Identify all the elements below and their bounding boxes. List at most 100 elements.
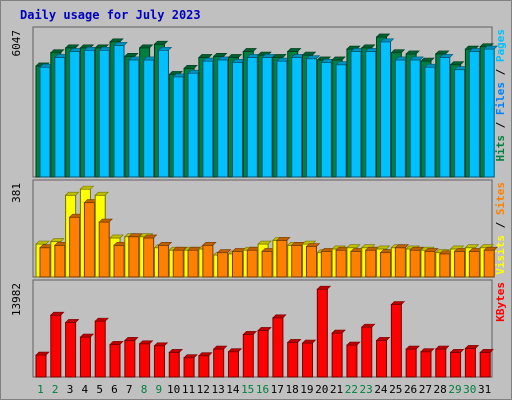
bar-top-visits-day-16 [257, 240, 272, 245]
bar-files-day-28 [439, 56, 451, 178]
bar-top-hits-day-3 [64, 44, 80, 49]
day-label-14: 14 [226, 383, 240, 396]
bar-top-kbytes-day-30 [464, 345, 480, 349]
bar-top-kbytes-day-18 [286, 339, 302, 343]
bar-sites-day-27 [424, 250, 436, 278]
day-label-28: 28 [434, 383, 447, 396]
bar-top-sites-day-25 [394, 244, 410, 249]
bar-kbytes-day-27 [420, 351, 432, 378]
bar-top-visits-day-3 [64, 191, 80, 196]
bar-top-sites-day-17 [276, 237, 291, 241]
max-label-hits-files-pages: 6047 [10, 30, 23, 57]
bar-sites-day-22 [350, 250, 362, 278]
day-label-4: 4 [82, 383, 89, 396]
bar-sites-day-8 [143, 237, 155, 278]
bar-top-kbytes-day-10 [168, 349, 183, 353]
bar-top-hits-day-28 [435, 50, 450, 55]
bar-top-sites-day-31 [483, 246, 498, 251]
legend-visits: Visits [494, 235, 507, 275]
day-label-22: 22 [345, 383, 358, 396]
bar-top-kbytes-day-14 [227, 348, 243, 353]
bar-top-sites-day-12 [202, 241, 217, 246]
bar-top-files-day-26 [409, 56, 424, 61]
bar-top-files-day-24 [379, 38, 395, 43]
bar-top-hits-day-6 [109, 38, 124, 43]
bar-top-kbytes-day-8 [138, 340, 154, 345]
bar-top-kbytes-day-23 [361, 323, 376, 328]
bar-files-day-31 [483, 48, 495, 178]
bar-top-kbytes-day-11 [183, 354, 198, 359]
bar-top-hits-day-14 [227, 54, 243, 58]
legend-sites: Sites [494, 182, 507, 215]
day-label-21: 21 [330, 383, 343, 396]
day-label-11: 11 [182, 383, 195, 396]
panel-visits-sites: 381 Visits / Sites [10, 179, 507, 278]
bar-kbytes-day-1 [35, 354, 47, 378]
bar-sites-day-14 [231, 250, 243, 278]
day-label-8: 8 [141, 383, 148, 396]
bar-files-day-25 [394, 59, 406, 178]
bar-kbytes-day-13 [213, 348, 225, 378]
bar-sites-day-18 [291, 244, 303, 278]
day-label-19: 19 [300, 383, 313, 396]
bar-sites-day-25 [394, 247, 406, 278]
bar-kbytes-day-26 [405, 348, 417, 378]
bar-files-day-10 [172, 76, 184, 178]
bar-sites-day-12 [202, 244, 214, 278]
bar-kbytes-day-9 [153, 345, 165, 378]
bar-top-kbytes-day-5 [94, 317, 109, 322]
day-label-17: 17 [271, 383, 284, 396]
bar-top-files-day-28 [439, 54, 454, 58]
bar-top-hits-day-24 [375, 33, 391, 38]
bar-sites-day-6 [113, 244, 125, 278]
bar-top-visits-day-2 [50, 238, 65, 242]
bar-sites-day-10 [172, 249, 184, 278]
bar-files-day-21 [335, 64, 347, 178]
day-label-12: 12 [197, 383, 210, 396]
bar-kbytes-day-28 [435, 348, 447, 378]
bar-top-kbytes-day-6 [109, 341, 124, 345]
bar-kbytes-day-24 [376, 339, 388, 378]
bar-top-sites-day-7 [128, 233, 143, 238]
bar-files-day-2 [54, 56, 66, 178]
legend-kbytes: KBytes [494, 282, 507, 322]
max-label-kbytes: 13982 [10, 283, 23, 316]
bar-sites-day-26 [409, 249, 421, 278]
day-label-5: 5 [96, 383, 103, 396]
bar-sites-day-4 [83, 202, 95, 278]
day-label-25: 25 [389, 383, 402, 396]
bar-kbytes-day-7 [124, 339, 136, 378]
bar-files-day-8 [143, 59, 155, 178]
bar-kbytes-day-4 [79, 336, 91, 378]
bar-sites-day-2 [54, 244, 66, 278]
bar-top-kbytes-day-20 [316, 285, 332, 290]
legend-separator: / [494, 62, 507, 82]
bar-files-day-24 [380, 41, 392, 178]
bar-files-day-18 [291, 56, 303, 178]
bar-top-files-day-31 [483, 45, 498, 50]
bar-top-visits-day-24 [375, 245, 391, 250]
bar-kbytes-day-23 [361, 326, 373, 378]
bar-top-files-day-6 [113, 42, 128, 46]
chart-title: Daily usage for July 2023 [20, 8, 201, 22]
bar-sites-day-31 [483, 249, 495, 278]
bar-kbytes-day-20 [316, 288, 328, 378]
bar-top-kbytes-day-3 [64, 319, 80, 323]
bar-files-day-27 [424, 66, 436, 178]
panel-hits-files-pages: 6047 Hits / Files / Pages [10, 26, 507, 178]
day-label-26: 26 [404, 383, 417, 396]
bar-top-kbytes-day-16 [257, 327, 272, 331]
bar-top-files-day-9 [157, 46, 173, 51]
bar-sites-day-3 [69, 216, 81, 278]
bar-kbytes-day-6 [109, 343, 121, 378]
bar-top-files-day-16 [261, 54, 276, 58]
bar-sites-day-9 [157, 244, 169, 278]
legend-text-kbytes: KBytes [494, 282, 507, 322]
bar-sites-day-28 [439, 253, 451, 278]
bar-top-kbytes-day-13 [212, 345, 228, 350]
legend-text-visits-sites: Visits / Sites [494, 182, 507, 275]
bar-kbytes-day-17 [272, 317, 284, 378]
bar-top-hits-day-12 [198, 54, 213, 58]
day-label-1: 1 [37, 383, 44, 396]
day-label-16: 16 [256, 383, 269, 396]
